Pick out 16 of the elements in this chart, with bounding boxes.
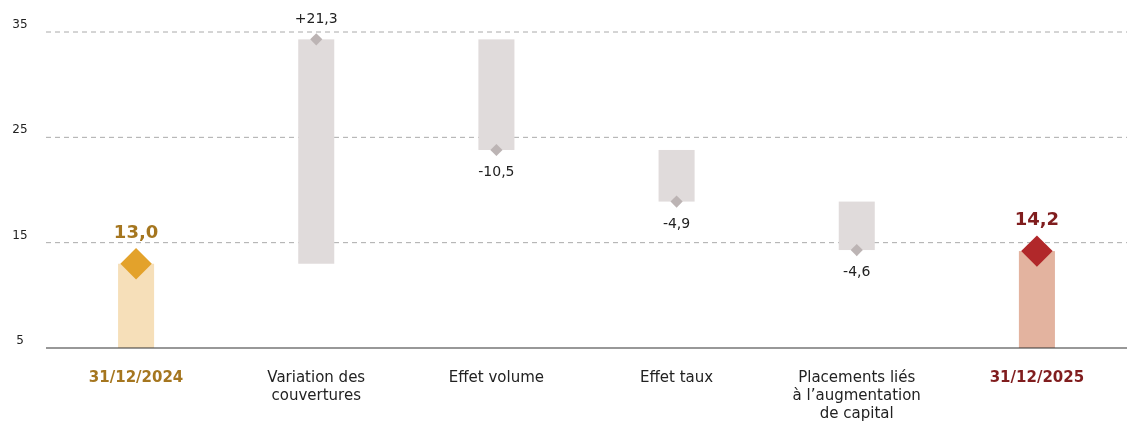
x-tick-label: Variation des couvertures: [267, 368, 366, 404]
data-label: -4,6: [843, 263, 871, 280]
data-label: +21,3: [294, 10, 338, 27]
x-tick-label: Effet volume: [448, 368, 545, 386]
y-tick-label: 25: [12, 122, 28, 137]
data-label: -4,9: [662, 214, 691, 231]
y-tick-label: 15: [12, 227, 28, 242]
y-tick-label: 35: [12, 17, 28, 31]
x-tick-label: 31/12/2025: [989, 368, 1085, 386]
data-label: 14,2: [1014, 208, 1060, 230]
data-label: -10,5: [478, 162, 515, 179]
x-tick-label: 31/12/2024: [88, 368, 184, 386]
data-label: 13,0: [113, 220, 159, 242]
y-tick-label: 5: [16, 333, 24, 347]
x-tick-label: Effet taux: [640, 368, 714, 386]
x-tick-label: Placements liés à l’augmentation de capital: [792, 368, 921, 422]
